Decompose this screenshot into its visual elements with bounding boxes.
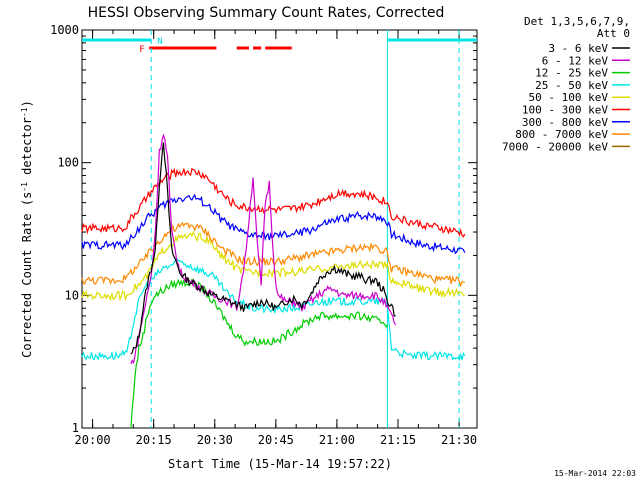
series-line — [81, 167, 466, 238]
x-tick-label: 20:15 — [136, 433, 172, 447]
y-tick-label: 1000 — [50, 23, 79, 37]
night-flag-label: N — [157, 37, 162, 47]
series-layer — [81, 133, 466, 429]
legend-label: 12 - 25 keV — [535, 67, 608, 80]
legend-label: 6 - 12 keV — [542, 54, 609, 67]
series-line — [81, 230, 465, 302]
y-label-exp2: -1 — [20, 107, 29, 117]
y-tick-label: 1 — [72, 421, 79, 435]
x-tick-label: 21:15 — [380, 433, 416, 447]
series-line — [130, 142, 396, 355]
y-label-mid: detector — [20, 117, 34, 182]
y-label-exp1: -1 — [20, 182, 29, 192]
footer-date: 15-Mar-2014 22:03 — [554, 469, 636, 478]
y-axis-label: Corrected Count Rate (s-1 detector-1) — [20, 100, 35, 358]
x-tick-label: 21:30 — [441, 433, 477, 447]
legend-label: 800 - 7000 keV — [515, 128, 608, 141]
y-label-end: ) — [20, 100, 34, 107]
y-tick-label: 100 — [57, 156, 79, 170]
tick-layer: 20:00 20:15 20:30 20:45 21:00 21:15 21:30 1 10 10… — [50, 23, 477, 447]
x-axis-label: Start Time (15-Mar-14 19:57:22) — [168, 457, 392, 471]
legend-label: 300 - 800 keV — [522, 116, 608, 129]
series-line — [81, 193, 466, 255]
flag-layer: NF — [82, 30, 477, 428]
legend-label: 7000 - 20000 keV — [502, 140, 608, 153]
legend-header-1: Det 1,3,5,6,7,9, — [524, 15, 630, 28]
series-line — [130, 133, 397, 365]
x-tick-label: 20:30 — [197, 433, 233, 447]
plot-frame — [81, 29, 478, 429]
x-tick-label: 21:00 — [319, 433, 355, 447]
flare-flag-label: F — [139, 45, 144, 55]
series-line — [130, 277, 388, 429]
x-tick-label: 20:00 — [75, 433, 111, 447]
y-label-main: Corrected Count Rate (s — [20, 192, 34, 358]
legend-label: 25 - 50 keV — [535, 79, 608, 92]
legend-header-2: Att 0 — [597, 27, 630, 40]
chart-title: HESSI Observing Summary Count Rates, Cor… — [88, 5, 445, 21]
legend-label: 100 - 300 keV — [522, 104, 608, 117]
legend-label: 3 - 6 keV — [548, 42, 608, 55]
y-tick-label: 10 — [65, 288, 79, 302]
legend-label: 50 - 100 keV — [529, 91, 609, 104]
x-tick-label: 20:45 — [258, 433, 294, 447]
